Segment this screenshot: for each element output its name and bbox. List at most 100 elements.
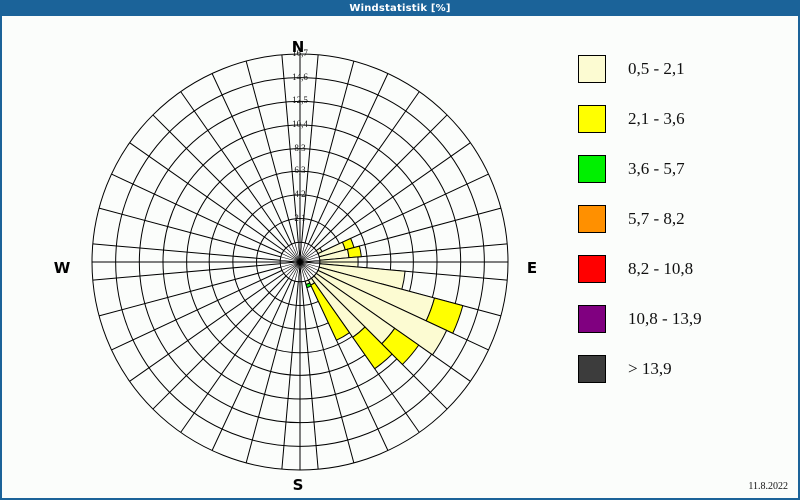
radial-tick-label: 12,5 <box>292 95 308 106</box>
hub-spoke <box>288 261 301 279</box>
hub-spoke <box>299 261 320 268</box>
legend-swatch <box>578 105 606 133</box>
compass-label-west: W <box>53 259 71 277</box>
grid-spoke <box>98 207 281 258</box>
date-stamp: 11.8.2022 <box>748 481 788 492</box>
grid-spoke <box>111 269 283 351</box>
legend-swatch <box>578 155 606 183</box>
legend-swatch <box>578 305 606 333</box>
hub-spoke <box>299 261 317 274</box>
window-titlebar: Windstatistik [%] <box>0 0 800 16</box>
hub-spoke <box>299 261 315 277</box>
hub-spoke <box>299 243 309 263</box>
hub-spoke <box>299 259 320 263</box>
grid-spoke <box>111 173 283 255</box>
windrose-plot-area: 2,1 4,2 6,3 8,3 10,4 12,5 14,6 16,7 N S W E 0,5… <box>2 16 798 498</box>
legend-label: 2,1 - 3,6 <box>628 109 685 128</box>
hub-spoke <box>294 242 301 263</box>
hub-spoke <box>297 261 301 282</box>
hub-spoke <box>283 261 301 274</box>
legend-swatch <box>578 355 606 383</box>
hub-spoke <box>299 261 320 265</box>
hub-spoke <box>299 261 306 282</box>
grid-spoke <box>310 91 420 247</box>
grid-spoke <box>313 114 448 249</box>
hub-spoke <box>299 247 315 263</box>
grid-spoke <box>315 142 471 252</box>
legend-item: 0,5 - 2,1 <box>578 44 788 94</box>
hub-spoke <box>280 261 301 265</box>
hub-spoke <box>299 256 320 263</box>
hub-spoke <box>299 242 303 263</box>
grid-spoke <box>304 281 355 464</box>
hub-spoke <box>291 243 301 263</box>
legend: 0,5 - 2,1 2,1 - 3,6 3,6 - 5,7 5,7 - 8,2 8,2 … <box>578 44 788 394</box>
radial-tick-label: 6,3 <box>294 165 306 176</box>
hub-spoke <box>281 261 301 271</box>
legend-label: > 13,9 <box>628 359 672 378</box>
grid-spoke <box>92 263 281 281</box>
radial-tick-label: 8,3 <box>294 142 306 153</box>
legend-swatch <box>578 205 606 233</box>
grid-spoke <box>129 272 285 382</box>
hub-spoke <box>285 247 301 263</box>
grid-spoke <box>98 266 281 317</box>
grid-spoke <box>307 73 389 245</box>
grid-spoke <box>152 275 287 410</box>
legend-item: > 13,9 <box>578 344 788 394</box>
grid-spoke <box>129 142 285 252</box>
hub-spoke <box>288 245 301 263</box>
hub-spoke <box>299 261 312 279</box>
legend-item: 8,2 - 10,8 <box>578 244 788 294</box>
grid-spoke <box>152 114 287 249</box>
compass-label-north: N <box>291 38 305 56</box>
compass-label-east: E <box>526 259 538 277</box>
legend-item: 2,1 - 3,6 <box>578 94 788 144</box>
grid-spoke <box>281 54 299 243</box>
grid-spoke <box>92 243 281 261</box>
radial-tick-label: 16,7 <box>292 48 308 58</box>
window-title: Windstatistik [%] <box>349 2 451 14</box>
grid-spoke <box>211 279 293 451</box>
hub-spoke <box>299 261 319 271</box>
hub-spoke <box>299 261 309 281</box>
legend-label: 10,8 - 13,9 <box>628 309 702 328</box>
legend-swatch <box>578 55 606 83</box>
radial-tick-label: 10,4 <box>292 118 308 129</box>
hub-spoke <box>299 250 317 263</box>
legend-swatch <box>578 255 606 283</box>
hub-spoke <box>299 261 303 282</box>
legend-label: 3,6 - 5,7 <box>628 159 685 178</box>
grid-spoke <box>211 73 293 245</box>
axis-spokes <box>92 54 508 470</box>
hub-spoke <box>299 245 312 263</box>
grid-spoke <box>304 60 355 243</box>
hub-spoke <box>285 261 301 277</box>
legend-label: 8,2 - 10,8 <box>628 259 694 278</box>
hub-spoke <box>281 253 301 263</box>
grid-spoke <box>245 60 296 243</box>
hub-spoke <box>297 242 301 263</box>
radial-tick-label: 4,2 <box>294 188 306 199</box>
grid-spoke <box>301 281 319 470</box>
hub-spoke <box>283 250 301 263</box>
compass-label-south: S <box>292 476 304 494</box>
radial-tick-label: 2,1 <box>294 212 306 223</box>
hub-spoke <box>299 253 319 263</box>
legend-label: 5,7 - 8,2 <box>628 209 685 228</box>
legend-label: 0,5 - 2,1 <box>628 59 685 78</box>
grid-spoke <box>245 281 296 464</box>
grid-spoke <box>281 281 299 470</box>
hub-spoke <box>299 242 306 263</box>
grid-spoke <box>301 54 319 243</box>
grid-spoke <box>180 277 290 433</box>
hub-spoke <box>280 261 301 268</box>
legend-item: 3,6 - 5,7 <box>578 144 788 194</box>
hub-spoke <box>280 259 301 263</box>
radial-tick-label: 14,6 <box>292 71 308 82</box>
legend-item: 5,7 - 8,2 <box>578 194 788 244</box>
hub-spoke <box>294 261 301 282</box>
windrose-petals <box>304 237 464 370</box>
windrose-petal-segment <box>305 282 312 289</box>
